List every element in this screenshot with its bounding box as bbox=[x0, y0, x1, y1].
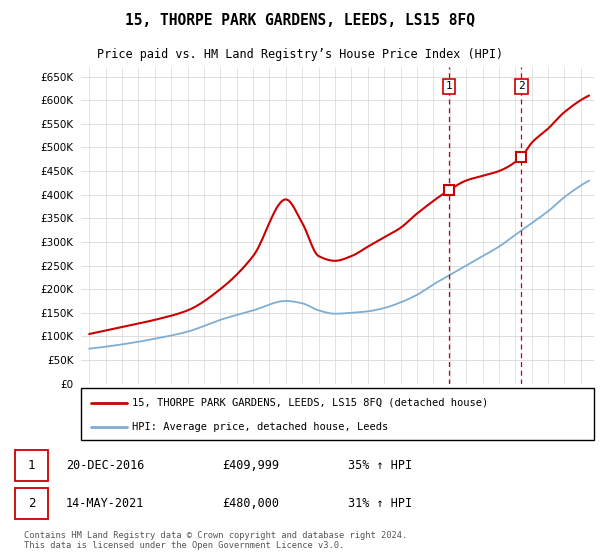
FancyBboxPatch shape bbox=[15, 450, 48, 480]
Text: 15, THORPE PARK GARDENS, LEEDS, LS15 8FQ: 15, THORPE PARK GARDENS, LEEDS, LS15 8FQ bbox=[125, 13, 475, 28]
FancyBboxPatch shape bbox=[15, 488, 48, 519]
FancyBboxPatch shape bbox=[81, 388, 594, 440]
Text: £480,000: £480,000 bbox=[222, 497, 279, 510]
Text: 2: 2 bbox=[28, 497, 35, 510]
Text: £409,999: £409,999 bbox=[222, 459, 279, 472]
Text: 31% ↑ HPI: 31% ↑ HPI bbox=[348, 497, 412, 510]
Text: 1: 1 bbox=[28, 459, 35, 472]
Text: 1: 1 bbox=[446, 81, 452, 91]
Text: Contains HM Land Registry data © Crown copyright and database right 2024.
This d: Contains HM Land Registry data © Crown c… bbox=[24, 531, 407, 550]
Text: 14-MAY-2021: 14-MAY-2021 bbox=[66, 497, 145, 510]
Text: Price paid vs. HM Land Registry’s House Price Index (HPI): Price paid vs. HM Land Registry’s House … bbox=[97, 48, 503, 61]
Text: 20-DEC-2016: 20-DEC-2016 bbox=[66, 459, 145, 472]
Text: 2: 2 bbox=[518, 81, 525, 91]
Text: 35% ↑ HPI: 35% ↑ HPI bbox=[348, 459, 412, 472]
Text: HPI: Average price, detached house, Leeds: HPI: Average price, detached house, Leed… bbox=[133, 422, 389, 432]
Text: 15, THORPE PARK GARDENS, LEEDS, LS15 8FQ (detached house): 15, THORPE PARK GARDENS, LEEDS, LS15 8FQ… bbox=[133, 398, 488, 408]
